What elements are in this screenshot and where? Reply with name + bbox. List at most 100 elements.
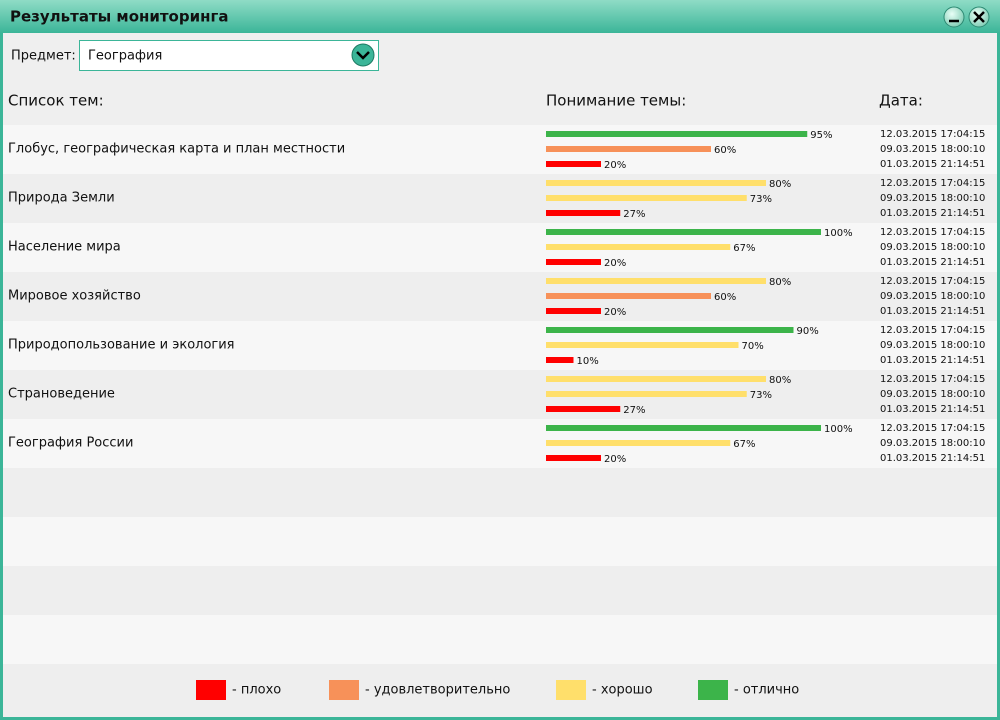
row-background: [3, 272, 997, 321]
date: 09.03.2015 18:00:10: [880, 438, 985, 449]
date: 12.03.2015 17:04:15: [880, 374, 985, 385]
percent-label: 95%: [810, 130, 832, 141]
legend-swatch: [196, 680, 226, 700]
date: 01.03.2015 21:14:51: [880, 404, 985, 415]
legend-label: - плохо: [232, 683, 281, 698]
topic-name: Природа Земли: [8, 191, 115, 206]
date: 01.03.2015 21:14:51: [880, 355, 985, 366]
row-background: [3, 125, 997, 174]
progress-bar: [546, 440, 731, 446]
row-background: [3, 419, 997, 468]
column-header: Список тем:: [8, 92, 104, 110]
column-header: Понимание темы:: [546, 92, 686, 110]
topic-name: Страноведение: [8, 387, 115, 402]
date: 12.03.2015 17:04:15: [880, 423, 985, 434]
percent-label: 80%: [769, 179, 791, 190]
date: 09.03.2015 18:00:10: [880, 193, 985, 204]
percent-label: 90%: [797, 326, 819, 337]
date: 12.03.2015 17:04:15: [880, 178, 985, 189]
progress-bar: [546, 161, 601, 167]
progress-bar: [546, 146, 711, 152]
date: 01.03.2015 21:14:51: [880, 208, 985, 219]
legend-swatch: [698, 680, 728, 700]
topic-name: Население мира: [8, 240, 121, 255]
row-background: [3, 517, 997, 566]
row-background: [3, 321, 997, 370]
percent-label: 67%: [733, 243, 755, 254]
percent-label: 20%: [604, 258, 626, 269]
percent-label: 73%: [750, 390, 772, 401]
legend-label: - удовлетворительно: [365, 683, 510, 698]
topic-name: География России: [8, 436, 133, 451]
date: 12.03.2015 17:04:15: [880, 129, 985, 140]
legend-area: [3, 664, 997, 717]
row-background: [3, 174, 997, 223]
percent-label: 70%: [742, 341, 764, 352]
progress-bar: [546, 210, 621, 216]
row-background: [3, 223, 997, 272]
row-background: [3, 566, 997, 615]
topic-name: Мировое хозяйство: [8, 289, 141, 304]
topic-name: Природопользование и экология: [8, 338, 235, 353]
progress-bar: [546, 259, 601, 265]
date: 12.03.2015 17:04:15: [880, 227, 985, 238]
percent-label: 80%: [769, 277, 791, 288]
date: 09.03.2015 18:00:10: [880, 340, 985, 351]
progress-bar: [546, 308, 601, 314]
progress-bar: [546, 278, 766, 284]
date: 01.03.2015 21:14:51: [880, 306, 985, 317]
progress-bar: [546, 180, 766, 186]
progress-bar: [546, 229, 821, 235]
window-title: Результаты мониторинга: [10, 8, 228, 26]
progress-bar: [546, 131, 808, 137]
percent-label: 20%: [604, 160, 626, 171]
progress-bar: [546, 342, 739, 348]
date: 01.03.2015 21:14:51: [880, 453, 985, 464]
subject-select[interactable]: География: [79, 40, 379, 71]
date: 09.03.2015 18:00:10: [880, 291, 985, 302]
progress-bar: [546, 406, 621, 412]
row-background: [3, 370, 997, 419]
date: 09.03.2015 18:00:10: [880, 389, 985, 400]
percent-label: 10%: [577, 356, 599, 367]
percent-label: 100%: [824, 424, 853, 435]
date: 09.03.2015 18:00:10: [880, 242, 985, 253]
title-bar: [0, 0, 1000, 33]
percent-label: 67%: [733, 439, 755, 450]
date: 09.03.2015 18:00:10: [880, 144, 985, 155]
progress-bar: [546, 425, 821, 431]
legend-swatch: [329, 680, 359, 700]
progress-bar: [546, 327, 794, 333]
percent-label: 27%: [623, 209, 645, 220]
progress-bar: [546, 391, 747, 397]
progress-bar: [546, 195, 747, 201]
date: 12.03.2015 17:04:15: [880, 325, 985, 336]
percent-label: 20%: [604, 307, 626, 318]
progress-bar: [546, 376, 766, 382]
legend-label: - хорошо: [592, 683, 653, 698]
subject-label: Предмет:: [11, 49, 76, 64]
row-background: [3, 615, 997, 664]
close-button[interactable]: [968, 6, 990, 28]
legend-label: - отлично: [734, 683, 799, 698]
date: 01.03.2015 21:14:51: [880, 159, 985, 170]
row-background: [3, 468, 997, 517]
progress-bar: [546, 244, 731, 250]
percent-label: 20%: [604, 454, 626, 465]
legend-swatch: [556, 680, 586, 700]
percent-label: 73%: [750, 194, 772, 205]
column-header: Дата:: [879, 92, 923, 110]
topic-name: Глобус, географическая карта и план мест…: [8, 142, 345, 157]
percent-label: 27%: [623, 405, 645, 416]
date: 12.03.2015 17:04:15: [880, 276, 985, 287]
percent-label: 80%: [769, 375, 791, 386]
percent-label: 100%: [824, 228, 853, 239]
progress-bar: [546, 357, 574, 363]
progress-bar: [546, 455, 601, 461]
subject-value: География: [88, 49, 162, 64]
progress-bar: [546, 293, 711, 299]
percent-label: 60%: [714, 145, 736, 156]
minimize-button[interactable]: [943, 6, 965, 28]
percent-label: 60%: [714, 292, 736, 303]
